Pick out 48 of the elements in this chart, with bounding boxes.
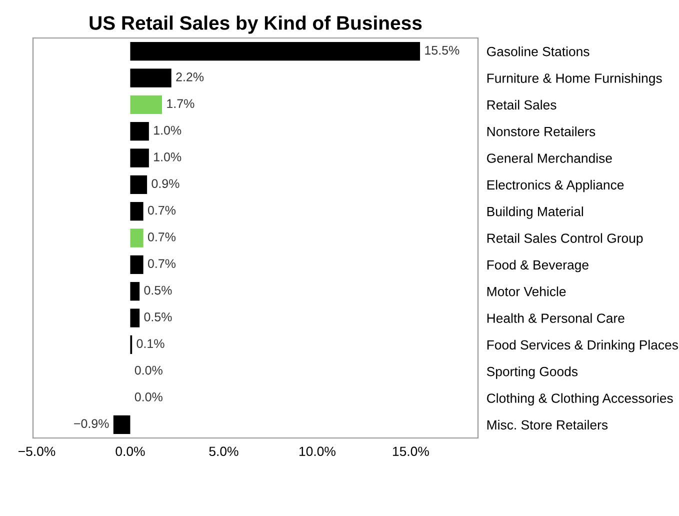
bar (130, 202, 144, 221)
data-label: 0.5% (144, 312, 172, 322)
y-tick-label: Electronics & Appliance (487, 180, 624, 192)
x-tick-label: −5.0% (18, 446, 56, 456)
data-label: 0.7% (148, 232, 176, 242)
data-label: 0.1% (136, 339, 164, 348)
data-label: 0.7% (148, 259, 176, 268)
y-tick-label: Building Material (487, 206, 583, 219)
y-tick-label: Food Services & Drinking Places (487, 340, 678, 352)
x-tick-label: 0.0% (116, 446, 145, 456)
x-tick-label: 5.0% (209, 446, 238, 456)
y-tick-label: Retail Sales Control Group (487, 233, 643, 246)
y-tick-label: Food & Beverage (487, 260, 588, 272)
y-tick-label: Clothing & Clothing Accessories (487, 393, 673, 406)
bar (130, 122, 149, 141)
data-label: 1.0% (154, 126, 182, 135)
data-label: 2.2% (176, 72, 204, 82)
data-label: 0.0% (134, 366, 162, 375)
data-label: 1.0% (154, 152, 182, 162)
y-tick-label: Health & Personal Care (487, 313, 624, 323)
data-label: 0.0% (134, 392, 162, 402)
y-tick-label: Furniture & Home Furnishings (487, 73, 662, 86)
bar (130, 255, 144, 274)
x-tick-label: 15.0% (392, 446, 429, 456)
data-label: 0.9% (152, 179, 180, 188)
data-label: −0.9% (74, 419, 109, 428)
y-tick-label: Gasoline Stations (486, 46, 590, 56)
y-tick-label: Misc. Store Retailers (487, 420, 608, 430)
data-label: 15.5% (425, 46, 460, 55)
x-tick-label: 10.0% (300, 446, 336, 456)
bar (113, 415, 130, 434)
y-tick-label: Motor Vehicle (487, 286, 566, 296)
bar (130, 228, 144, 248)
y-tick-label: Retail Sales (487, 100, 556, 110)
data-label: 0.7% (148, 206, 176, 215)
y-tick-label: Nonstore Retailers (487, 126, 596, 136)
bar (130, 175, 148, 194)
data-label: 0.5% (144, 286, 172, 295)
bar (130, 95, 162, 114)
bar (130, 42, 420, 61)
bar (130, 308, 140, 328)
bar (130, 68, 172, 88)
bar (130, 148, 149, 168)
data-label: 1.7% (167, 99, 194, 108)
bar (130, 282, 140, 301)
y-tick-label: Sporting Goods (486, 366, 578, 379)
chart-title: US Retail Sales by Kind of Business (90, 16, 422, 34)
y-tick-label: General Merchandise (486, 153, 612, 163)
